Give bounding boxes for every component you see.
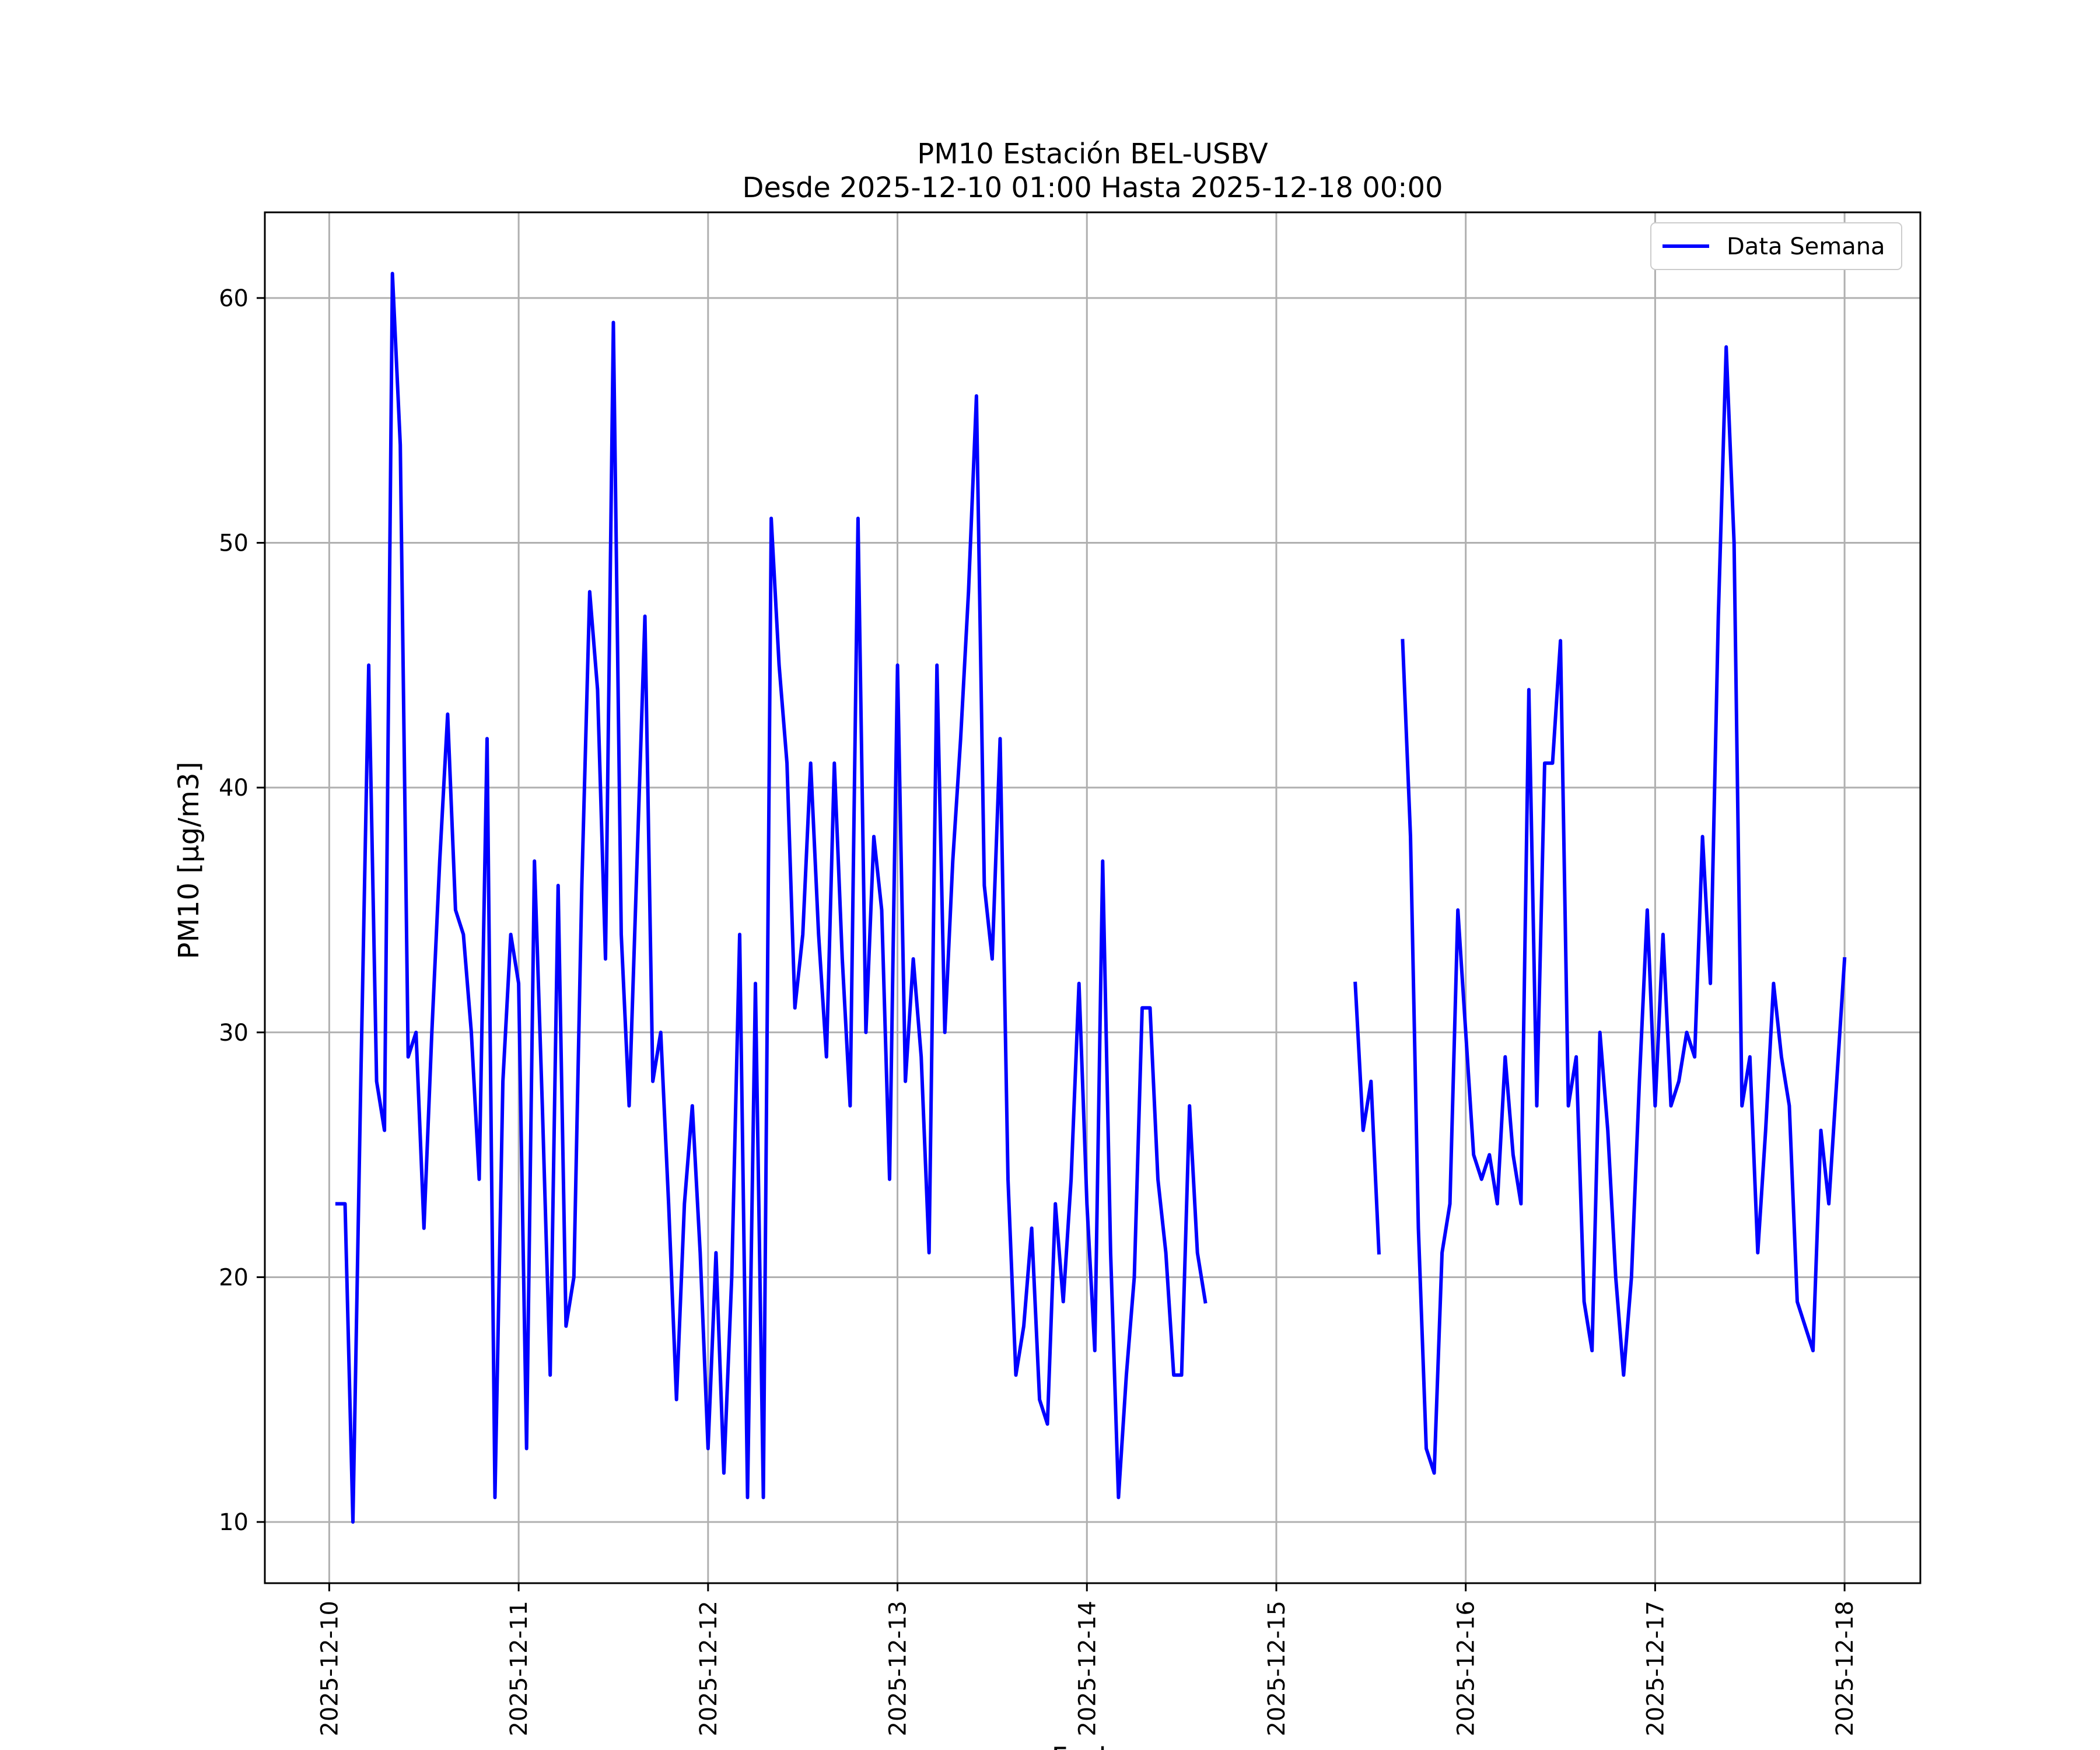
y-tick-label: 40 xyxy=(219,775,249,802)
x-tick-label: 2025-12-14 xyxy=(1074,1601,1101,1736)
y-tick-label: 50 xyxy=(219,530,249,557)
x-axis-label: Fecha xyxy=(1052,1742,1134,1750)
x-tick-label: 2025-12-12 xyxy=(695,1601,722,1736)
chart-title: PM10 Estación BEL-USBV xyxy=(917,138,1268,170)
x-tick-label: 2025-12-13 xyxy=(885,1601,912,1736)
x-tick-label: 2025-12-18 xyxy=(1832,1601,1859,1736)
data-series-line xyxy=(1353,981,1381,1255)
y-tick-label: 20 xyxy=(219,1264,249,1291)
legend-box xyxy=(1650,222,1902,270)
data-series-line xyxy=(335,271,1208,1524)
x-tick-label: 2025-12-17 xyxy=(1642,1601,1669,1736)
y-tick-label: 60 xyxy=(219,285,249,312)
data-series xyxy=(335,271,1847,1524)
axis-ticks: 2025-12-10 2025-12-11 2025-12-12 2025-12-13… xyxy=(219,285,1859,1737)
x-tick-label: 2025-12-10 xyxy=(316,1601,343,1736)
x-tick-label: 2025-12-11 xyxy=(506,1601,533,1736)
y-axis-label: PM10 [μg/m3] xyxy=(173,762,205,960)
plot-area-frame xyxy=(264,211,1922,1584)
legend-label: Data Semana xyxy=(1727,233,1885,260)
y-tick-label: 10 xyxy=(219,1509,249,1536)
x-tick-label: 2025-12-16 xyxy=(1453,1601,1480,1736)
legend: Data Semana xyxy=(1650,222,1902,270)
x-tick-label: 2025-12-15 xyxy=(1264,1601,1290,1736)
data-series-line xyxy=(1401,345,1847,1475)
chart-subtitle: Desde 2025-12-10 01:00 Hasta 2025-12-18 … xyxy=(742,172,1443,204)
y-tick-label: 30 xyxy=(219,1020,249,1046)
